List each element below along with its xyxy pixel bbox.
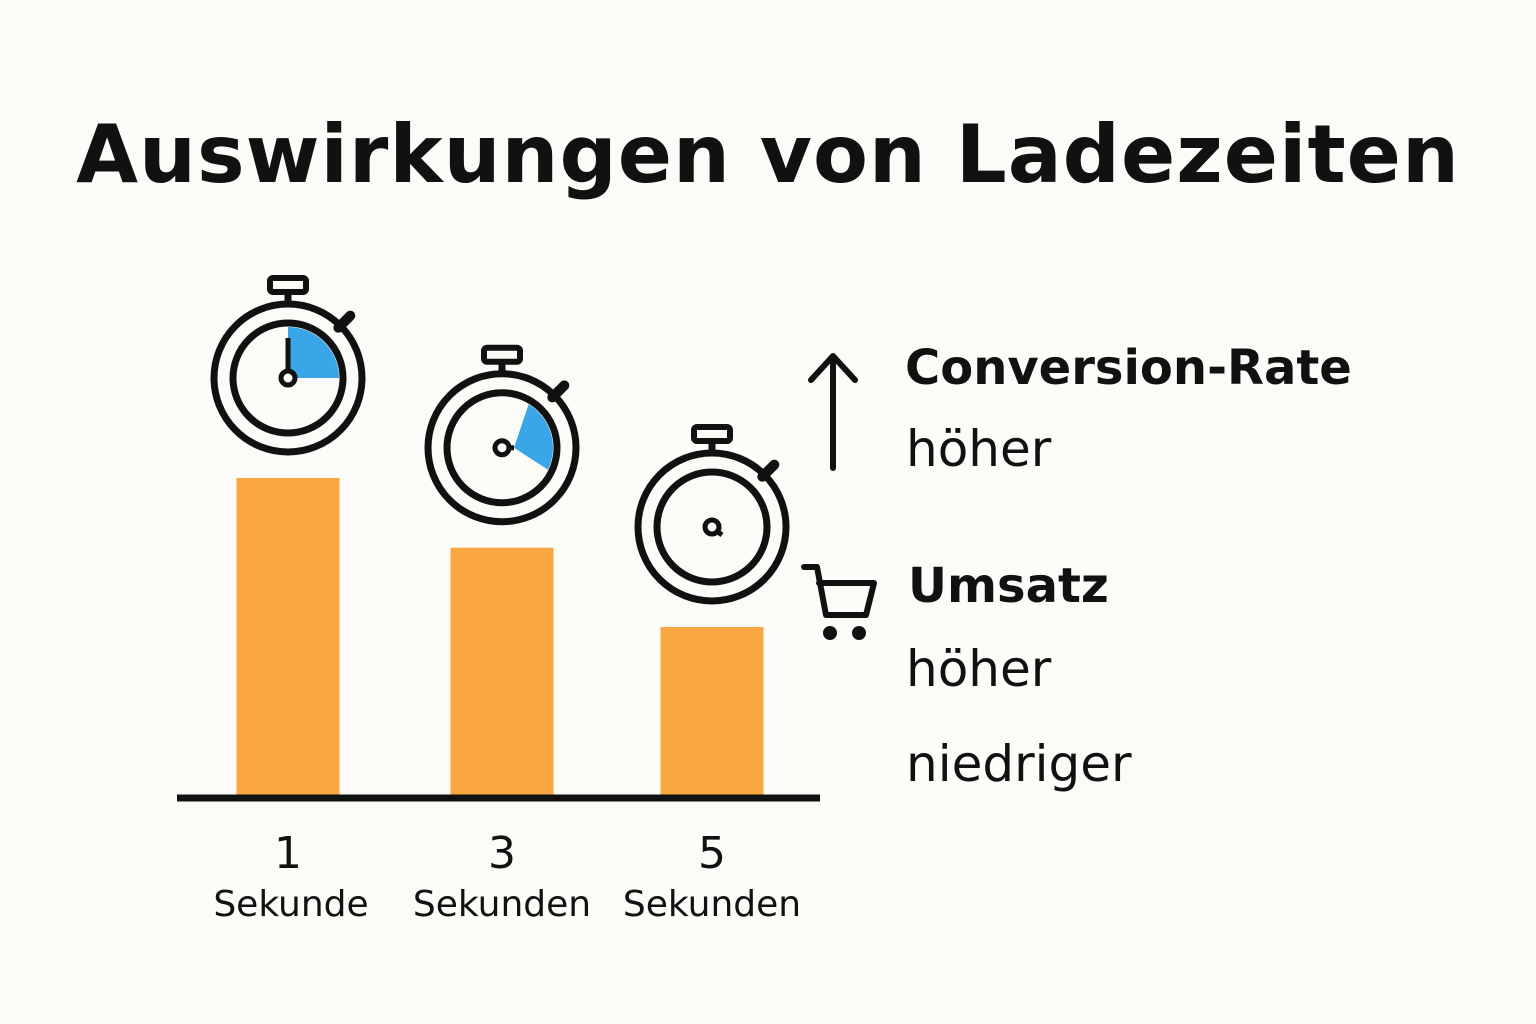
legend-umsatz-label: Umsatz	[908, 558, 1109, 614]
stopwatch-icon	[424, 344, 580, 526]
bar-2	[450, 547, 554, 795]
legend-conversion-value: höher	[906, 420, 1052, 478]
bars-group	[236, 478, 764, 795]
stopwatch-group	[210, 275, 790, 605]
shopping-cart-icon	[801, 564, 877, 640]
chart-title: Auswirkungen von Ladezeiten	[76, 108, 1460, 201]
arrow-up-icon	[808, 353, 858, 471]
tick-label-unit: Sekunde	[213, 884, 368, 925]
legend-extra-value: niedriger	[906, 735, 1132, 793]
bar-1	[236, 478, 340, 795]
stopwatch-icon	[634, 423, 790, 605]
tick-label-unit: Sekunden	[623, 884, 801, 925]
legend-umsatz-value: höher	[906, 640, 1052, 698]
tick-labels: 1 Sekunde 3 Sekunden 5 Sekunden	[213, 828, 801, 925]
tick-label-value: 3	[488, 828, 516, 879]
stopwatch-icon	[210, 275, 366, 456]
legend-conversion-label: Conversion-Rate	[905, 340, 1352, 396]
tick-label-value: 5	[698, 828, 726, 879]
bar-3	[660, 626, 764, 795]
tick-label-unit: Sekunden	[413, 884, 591, 925]
tick-label-value: 1	[274, 828, 302, 879]
